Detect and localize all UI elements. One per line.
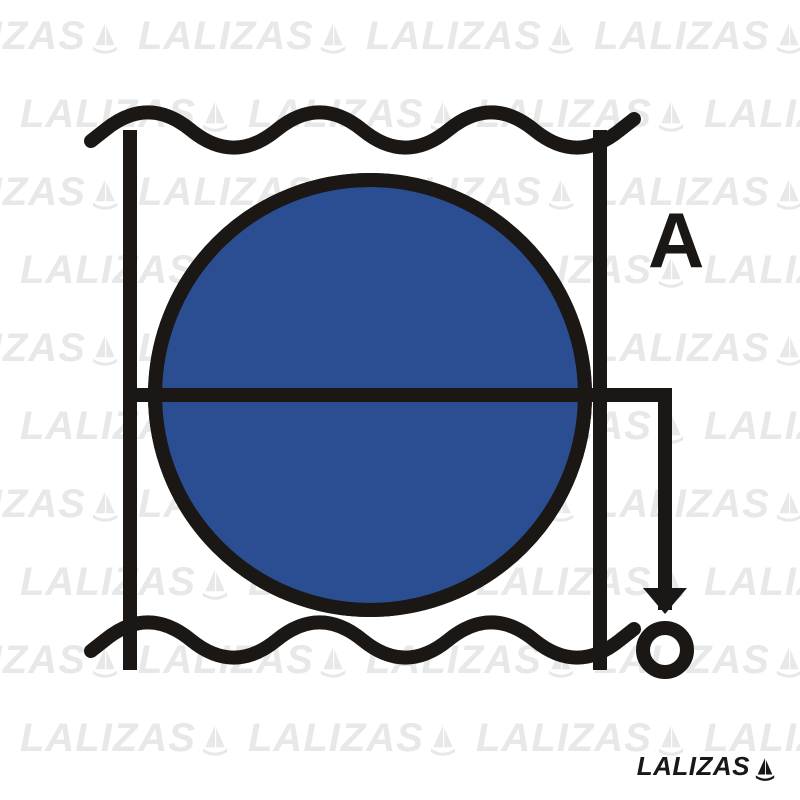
brand-logo: LALIZAS [637, 751, 776, 782]
identifier-letter: A [648, 195, 704, 286]
sailboat-icon [754, 756, 776, 782]
brand-text: LALIZAS [637, 751, 750, 782]
diagram-canvas: LALIZAS LALIZAS LALIZAS LALIZAS LALIZAS … [0, 0, 800, 800]
fire-damper-symbol [0, 0, 800, 800]
